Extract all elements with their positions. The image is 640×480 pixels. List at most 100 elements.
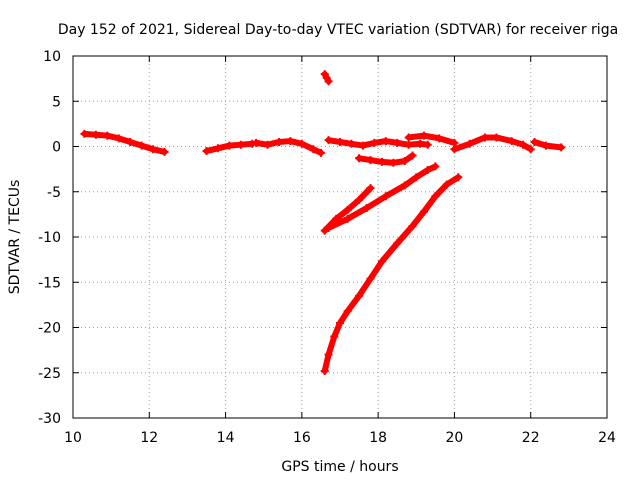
x-tick-label: 12 xyxy=(140,430,158,446)
data-point xyxy=(309,145,318,154)
data-point xyxy=(103,131,112,140)
series-track-5 xyxy=(324,136,432,150)
y-tick-label: 0 xyxy=(52,140,61,156)
series-line xyxy=(325,137,431,149)
data-point xyxy=(419,131,428,140)
series-track-9 xyxy=(530,137,566,152)
data-point xyxy=(431,192,440,201)
data-point xyxy=(416,139,425,148)
data-point xyxy=(320,366,329,375)
series-track-12 xyxy=(320,173,463,375)
series-line xyxy=(325,163,439,231)
series-track-2 xyxy=(202,139,257,156)
x-tick-label: 18 xyxy=(369,430,387,446)
data-point xyxy=(419,207,428,216)
series-track-7 xyxy=(404,131,459,147)
y-tick-label: -5 xyxy=(47,185,61,201)
data-point xyxy=(324,136,333,145)
data-point xyxy=(381,192,390,201)
x-tick-label: 16 xyxy=(293,430,311,446)
data-point xyxy=(202,147,211,156)
x-tick-label: 24 xyxy=(598,430,616,446)
x-tick-label: 20 xyxy=(446,430,464,446)
data-point xyxy=(366,156,375,165)
y-tick-label: -25 xyxy=(38,366,61,382)
data-point xyxy=(252,138,261,147)
data-point xyxy=(213,144,222,153)
data-point xyxy=(408,151,417,160)
data-point xyxy=(91,130,100,139)
x-tick-label: 22 xyxy=(522,430,540,446)
data-point xyxy=(126,137,135,146)
data-point xyxy=(324,350,333,359)
y-tick-label: -10 xyxy=(38,230,61,246)
data-point xyxy=(355,291,364,300)
data-point xyxy=(377,157,386,166)
y-tick-label: 10 xyxy=(43,49,61,65)
y-tick-label: -20 xyxy=(38,321,61,337)
data-point xyxy=(370,138,379,147)
data-point xyxy=(355,154,364,163)
data-point xyxy=(404,140,413,149)
data-point xyxy=(286,137,295,146)
data-point xyxy=(389,158,398,167)
x-tick-label: 10 xyxy=(64,430,82,446)
data-point xyxy=(324,77,333,86)
data-point xyxy=(137,141,146,150)
data-point xyxy=(400,156,409,165)
data-point xyxy=(343,205,352,214)
data-point xyxy=(381,137,390,146)
data-point xyxy=(412,173,421,182)
data-point xyxy=(274,137,283,146)
data-point xyxy=(450,145,459,154)
axis-ticks: 10 12 14 16 18 20 22 24 -30 -25 -20 -15 -10 -5 0 5 10 xyxy=(38,49,616,446)
data-point xyxy=(408,222,417,231)
chart-title: Day 152 of 2021, Sidereal Day-to-day VTE… xyxy=(58,22,618,38)
data-point xyxy=(465,139,474,148)
data-point xyxy=(366,184,375,193)
data-point xyxy=(492,133,501,142)
data-point xyxy=(400,181,409,190)
data-point xyxy=(347,139,356,148)
series-track-3 xyxy=(252,137,325,157)
x-axis-label: GPS time / hours xyxy=(281,459,398,475)
data-point xyxy=(366,274,375,283)
data-point xyxy=(393,138,402,147)
data-point xyxy=(507,137,516,146)
data-point xyxy=(454,173,463,182)
data-point xyxy=(404,133,413,142)
series-track-11 xyxy=(324,162,440,232)
data-point xyxy=(541,141,550,150)
data-point xyxy=(336,137,344,146)
data-point xyxy=(362,204,371,213)
data-series xyxy=(80,70,566,375)
data-point xyxy=(393,239,402,248)
data-point xyxy=(355,195,364,204)
data-point xyxy=(358,141,367,150)
series-track-4 xyxy=(320,70,333,86)
data-point xyxy=(480,133,489,142)
data-point xyxy=(225,141,234,150)
data-point xyxy=(263,140,272,149)
data-point xyxy=(526,145,535,154)
data-point xyxy=(149,145,158,154)
data-point xyxy=(160,147,169,156)
data-point xyxy=(80,129,89,138)
series-track-1 xyxy=(80,129,169,156)
data-point xyxy=(324,223,333,232)
data-point xyxy=(316,148,325,157)
data-point xyxy=(423,166,432,175)
series-track-8 xyxy=(450,133,535,154)
series-track-6 xyxy=(355,151,417,167)
data-point xyxy=(114,134,123,143)
data-point xyxy=(431,162,440,171)
x-tick-label: 14 xyxy=(217,430,235,446)
data-point xyxy=(343,214,352,223)
y-tick-label: 5 xyxy=(52,94,61,110)
data-point xyxy=(423,140,432,149)
data-point xyxy=(530,137,539,146)
data-point xyxy=(330,332,339,341)
data-point xyxy=(236,140,245,149)
data-point xyxy=(435,134,444,143)
